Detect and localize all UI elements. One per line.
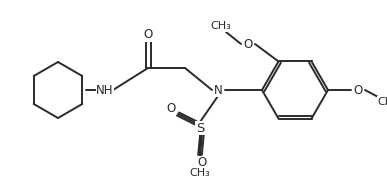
Text: S: S <box>196 122 204 134</box>
Text: N: N <box>214 84 223 96</box>
Text: NH: NH <box>96 84 114 96</box>
Text: O: O <box>143 28 152 42</box>
Text: CH₃: CH₃ <box>211 21 231 31</box>
Text: CH₃: CH₃ <box>378 97 387 107</box>
Text: O: O <box>166 102 176 114</box>
Text: O: O <box>197 156 207 170</box>
Text: CH₃: CH₃ <box>190 168 211 178</box>
Text: O: O <box>353 84 363 96</box>
Text: O: O <box>243 37 253 51</box>
